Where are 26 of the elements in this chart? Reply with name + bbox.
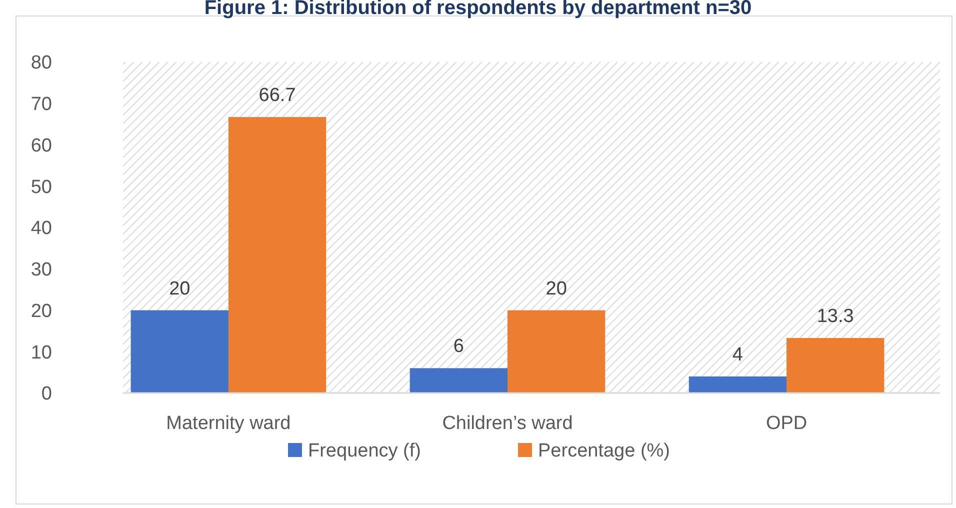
y-tick-label: 0 — [41, 384, 52, 405]
y-tick-label: 20 — [30, 300, 52, 322]
bar — [228, 117, 326, 393]
bar — [130, 310, 228, 393]
legend-label: Frequency (f) — [308, 440, 421, 462]
data-label: 20 — [169, 278, 190, 300]
y-tick-label: 50 — [30, 176, 52, 198]
data-label: 6 — [453, 336, 464, 358]
bar — [508, 310, 606, 393]
y-tick-label: 60 — [30, 135, 52, 156]
data-label: 20 — [546, 278, 567, 300]
x-tick-label: Children’s ward — [442, 413, 573, 434]
bar — [786, 338, 884, 393]
y-tick-label: 10 — [30, 342, 52, 364]
data-label: 66.7 — [258, 85, 296, 106]
bar — [410, 368, 508, 393]
data-label: 4 — [732, 344, 744, 366]
y-tick-label: 30 — [30, 260, 52, 281]
x-tick-label: OPD — [766, 413, 808, 434]
bar — [688, 376, 787, 393]
y-tick-label: 70 — [30, 94, 52, 116]
y-tick-label: 40 — [30, 218, 52, 240]
x-tick-label: Maternity ward — [166, 413, 291, 434]
y-tick-label: 80 — [30, 52, 52, 74]
data-label: 13.3 — [816, 306, 854, 327]
legend-label: Percentage (%) — [538, 440, 670, 462]
